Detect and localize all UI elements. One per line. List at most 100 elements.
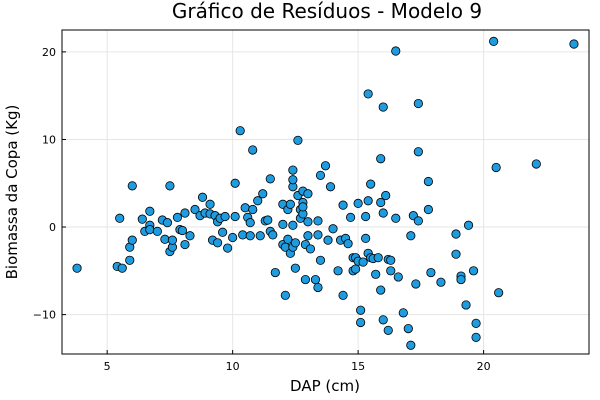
- data-point: [230, 178, 240, 188]
- data-point: [494, 288, 504, 298]
- data-point: [127, 235, 137, 245]
- data-point: [240, 203, 250, 213]
- data-point: [328, 224, 338, 234]
- data-point: [162, 218, 172, 228]
- x-tick-label: 5: [104, 360, 111, 373]
- data-point: [313, 282, 323, 293]
- data-point: [293, 135, 303, 145]
- data-point: [125, 255, 135, 265]
- data-point: [172, 212, 183, 222]
- data-point: [263, 215, 273, 225]
- data-point: [393, 272, 403, 282]
- y-tick-label: 10: [42, 133, 56, 146]
- data-point: [378, 315, 388, 325]
- data-point: [310, 274, 321, 285]
- data-point: [361, 233, 371, 244]
- data-point: [343, 239, 353, 249]
- data-point: [323, 235, 333, 245]
- data-point: [305, 244, 316, 254]
- data-point: [180, 239, 190, 250]
- data-point: [127, 181, 137, 191]
- x-tick-label: 20: [477, 360, 491, 373]
- data-point: [403, 324, 413, 334]
- data-point: [333, 266, 343, 276]
- data-point: [373, 253, 383, 263]
- data-point: [230, 211, 240, 222]
- data-point: [371, 269, 381, 279]
- data-point: [406, 231, 416, 241]
- data-point: [436, 277, 446, 287]
- plot-frame: [61, 29, 590, 355]
- data-points: [72, 36, 579, 350]
- data-point: [426, 267, 436, 278]
- data-point: [220, 211, 230, 222]
- data-point: [285, 199, 295, 209]
- data-point: [290, 263, 300, 273]
- chart-title: Gráfico de Resíduos - Modelo 9: [172, 0, 482, 23]
- data-point: [238, 230, 248, 240]
- y-tick-label: −10: [33, 309, 56, 322]
- data-point: [303, 231, 313, 241]
- data-point: [290, 238, 300, 248]
- data-point: [376, 154, 386, 164]
- data-point: [235, 126, 245, 136]
- data-point: [283, 234, 293, 244]
- data-point: [180, 208, 190, 218]
- data-point: [461, 300, 471, 310]
- data-point: [248, 204, 258, 215]
- data-point: [145, 225, 155, 235]
- data-point: [137, 214, 147, 224]
- data-point: [115, 213, 125, 223]
- data-point: [358, 257, 368, 267]
- data-point: [363, 89, 373, 99]
- data-point: [361, 211, 371, 222]
- data-point: [376, 197, 386, 208]
- data-point: [413, 98, 423, 109]
- data-point: [353, 198, 363, 208]
- data-point: [255, 231, 265, 241]
- y-axis-label: Biomassa da Copa (Kg): [3, 105, 21, 280]
- data-point: [381, 190, 391, 201]
- data-point: [278, 219, 288, 229]
- data-point: [423, 204, 433, 215]
- data-point: [253, 196, 263, 206]
- x-axis-label: DAP (cm): [290, 377, 360, 395]
- data-point: [468, 266, 479, 276]
- data-point: [451, 249, 461, 259]
- data-point: [258, 189, 268, 199]
- data-point: [160, 234, 170, 244]
- data-point: [411, 279, 421, 289]
- grid-lines: [62, 30, 589, 354]
- data-point: [303, 189, 313, 199]
- data-point: [325, 182, 336, 192]
- data-point: [288, 175, 298, 185]
- data-point: [451, 229, 461, 239]
- data-point: [471, 332, 481, 342]
- data-point: [338, 290, 348, 300]
- data-point: [268, 230, 278, 240]
- data-point: [489, 36, 499, 46]
- data-point: [288, 220, 298, 230]
- data-point: [228, 232, 238, 243]
- data-point: [413, 216, 423, 226]
- data-point: [386, 255, 396, 265]
- data-point: [363, 196, 373, 206]
- data-point: [406, 340, 416, 350]
- data-point: [366, 179, 376, 189]
- x-tick-label: 10: [226, 360, 240, 373]
- data-point: [313, 230, 323, 240]
- data-point: [531, 159, 541, 169]
- data-point: [152, 226, 162, 237]
- data-point: [223, 243, 233, 253]
- data-point: [471, 318, 481, 328]
- data-point: [376, 285, 386, 295]
- data-point: [398, 308, 408, 318]
- data-point: [356, 317, 366, 328]
- data-point: [315, 255, 326, 265]
- data-point: [378, 102, 388, 112]
- data-point: [378, 208, 388, 218]
- data-point: [145, 206, 155, 216]
- data-point: [356, 305, 366, 315]
- data-point: [300, 274, 311, 285]
